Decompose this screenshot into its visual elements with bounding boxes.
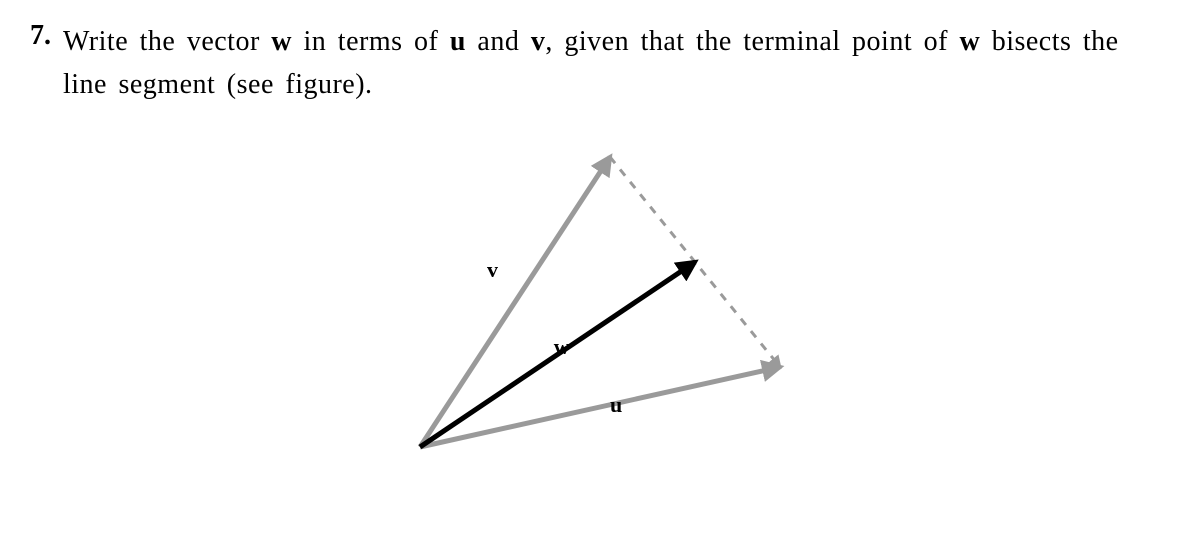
vector-w2: w bbox=[959, 26, 980, 57]
text-part: , given that the terminal point of bbox=[545, 26, 959, 57]
text-part: in terms of bbox=[292, 26, 450, 57]
problem-text: Write the vector w in terms of u and v, … bbox=[63, 20, 1170, 107]
problem-container: 7. Write the vector w in terms of u and … bbox=[30, 20, 1170, 107]
vector-w: w bbox=[271, 26, 292, 57]
figure-container: v w u bbox=[30, 137, 1170, 477]
svg-text:u: u bbox=[610, 392, 622, 417]
vector-v: v bbox=[531, 26, 546, 57]
svg-text:w: w bbox=[554, 334, 570, 359]
svg-text:v: v bbox=[487, 257, 498, 282]
problem-number: 7. bbox=[30, 20, 51, 52]
text-part: and bbox=[466, 26, 531, 57]
vector-figure: v w u bbox=[390, 137, 810, 477]
text-part: Write the vector bbox=[63, 26, 271, 57]
vector-u: u bbox=[450, 26, 466, 57]
